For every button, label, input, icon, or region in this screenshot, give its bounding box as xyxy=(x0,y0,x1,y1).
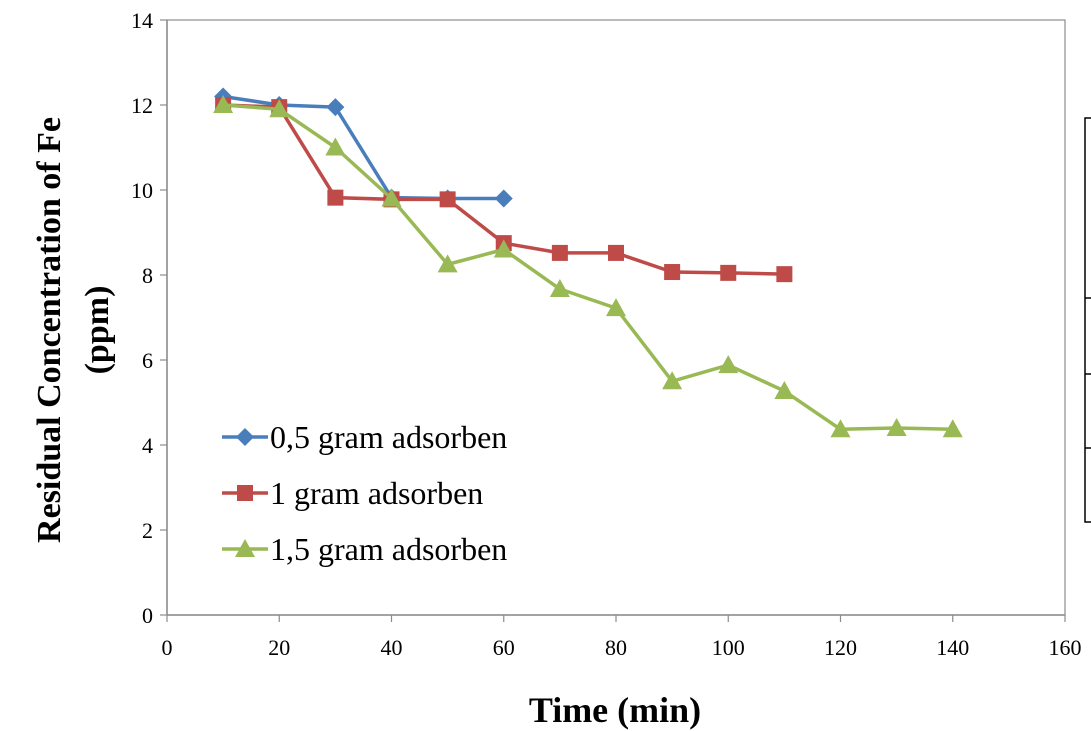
legend-item: 0,5 gram adsorben xyxy=(222,419,507,455)
x-tick-label: 40 xyxy=(381,635,403,660)
data-point xyxy=(886,418,907,436)
legend-label: 1 gram adsorben xyxy=(270,475,483,511)
legend-marker xyxy=(236,428,254,446)
data-point xyxy=(325,137,346,156)
data-point xyxy=(493,239,514,258)
legend-item: 1 gram adsorben xyxy=(222,475,483,511)
y-tick-label: 8 xyxy=(142,263,153,288)
x-tick-label: 80 xyxy=(605,635,627,660)
y-tick-label: 6 xyxy=(142,348,153,373)
x-tick-label: 20 xyxy=(268,635,290,660)
series-line xyxy=(222,94,504,201)
axes xyxy=(166,19,1066,616)
x-tick-label: 120 xyxy=(824,635,857,660)
y-tick-label: 0 xyxy=(142,603,153,628)
y-axis-title-line2: (ppm) xyxy=(79,286,116,375)
data-point xyxy=(830,419,851,438)
legend-marker xyxy=(235,539,255,557)
series-3 xyxy=(213,95,963,438)
x-tick-label: 60 xyxy=(493,635,515,660)
y-tick-label: 10 xyxy=(131,178,153,203)
data-point xyxy=(942,419,963,438)
data-point xyxy=(213,95,234,113)
plot-border xyxy=(166,19,1066,616)
cropped-inset-box xyxy=(1084,117,1091,523)
y-tick-label: 2 xyxy=(142,518,153,543)
x-tick-label: 140 xyxy=(936,635,969,660)
y-tick-label: 14 xyxy=(131,8,153,33)
legend-label: 1,5 gram adsorben xyxy=(270,531,507,567)
legend-marker xyxy=(237,485,253,501)
data-point xyxy=(720,264,737,281)
data-point xyxy=(774,381,795,400)
x-tick-label: 0 xyxy=(162,635,173,660)
x-tick-labels: 0 20 40 60 80 100 120 140 160 xyxy=(162,615,1082,660)
data-point xyxy=(439,191,456,208)
data-point xyxy=(608,244,624,261)
data-point xyxy=(269,99,290,118)
legend-item: 1,5 gram adsorben xyxy=(222,531,507,567)
data-point xyxy=(551,244,568,261)
y-tick-labels: 0 2 4 6 8 10 12 14 xyxy=(131,8,167,628)
plot-area xyxy=(213,87,963,438)
data-point xyxy=(549,279,570,298)
y-tick-label: 4 xyxy=(142,433,153,458)
data-point xyxy=(494,189,513,208)
data-point xyxy=(662,371,683,390)
data-point xyxy=(776,266,793,283)
data-point xyxy=(327,189,344,206)
x-tick-label: 160 xyxy=(1049,635,1082,660)
series-line xyxy=(222,103,953,432)
legend-label: 0,5 gram adsorben xyxy=(270,419,507,455)
x-axis-title: Time (min) xyxy=(529,690,701,730)
legend: 0,5 gram adsorben 1 gram adsorben 1,5 gram… xyxy=(222,419,507,567)
x-tick-label: 100 xyxy=(712,635,745,660)
data-point xyxy=(606,298,626,317)
data-point xyxy=(437,254,458,273)
data-point xyxy=(381,188,402,207)
data-point xyxy=(326,98,345,117)
data-point xyxy=(664,264,681,281)
y-tick-label: 12 xyxy=(131,93,153,118)
y-axis-title-line1: Residual Concentration of Fe xyxy=(31,117,68,543)
data-point xyxy=(718,355,739,374)
